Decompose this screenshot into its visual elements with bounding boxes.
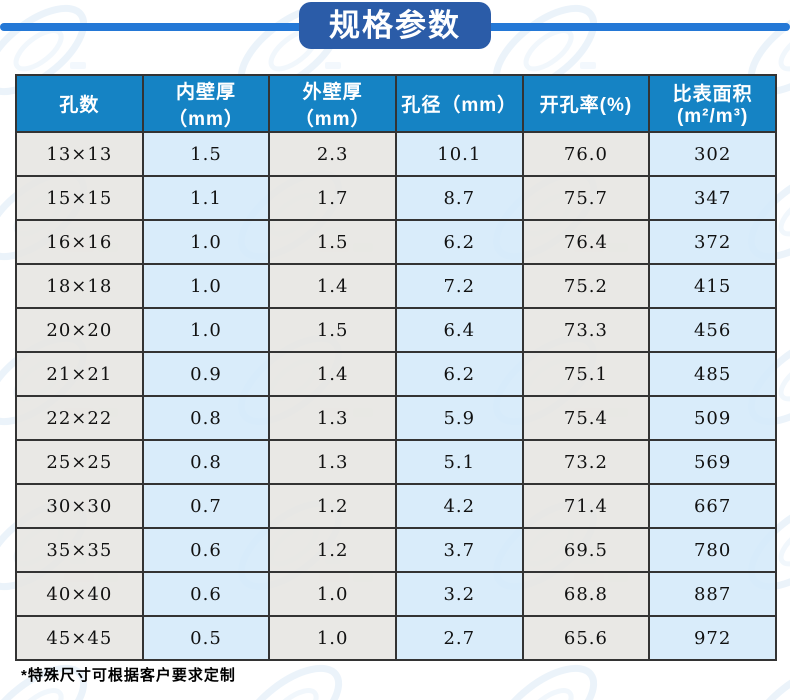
table-cell: 76.4	[521, 219, 651, 265]
table-row: 16×16 1.0 1.5 6.2 76.4 372	[15, 219, 777, 265]
table-cell: 0.7	[141, 483, 271, 529]
table-cell: 75.4	[521, 395, 651, 441]
table-cell: 68.8	[521, 571, 651, 617]
table-cell: 1.7	[268, 175, 397, 221]
table-cell: 7.2	[394, 263, 524, 309]
table-cell: 1.0	[268, 615, 397, 661]
table-cell: 3.2	[394, 571, 524, 617]
table-cell: 1.0	[141, 263, 271, 309]
table-cell: 5.9	[394, 395, 524, 441]
table-row: 15×15 1.1 1.7 8.7 75.7 347	[15, 175, 777, 221]
row-header-cell: 13×13	[15, 131, 144, 177]
table-cell: 10.1	[394, 131, 524, 177]
table-cell: 69.5	[521, 527, 651, 573]
table-cell: 1.0	[141, 307, 271, 353]
table-cell: 1.5	[268, 307, 397, 353]
table-cell: 485	[648, 351, 777, 397]
row-header-cell: 16×16	[15, 219, 144, 265]
table-cell: 75.2	[521, 263, 651, 309]
table-row: 30×30 0.7 1.2 4.2 71.4 667	[15, 483, 777, 529]
table-cell: 780	[648, 527, 777, 573]
table-cell: 0.8	[141, 439, 271, 485]
table-cell: 1.2	[268, 527, 397, 573]
table-cell: 887	[648, 571, 777, 617]
table-cell: 73.3	[521, 307, 651, 353]
table-cell: 4.2	[394, 483, 524, 529]
table-cell: 75.7	[521, 175, 651, 221]
table-cell: 8.7	[394, 175, 524, 221]
table-cell: 1.0	[268, 571, 397, 617]
row-header-cell: 40×40	[15, 571, 144, 617]
row-header-cell: 22×22	[15, 395, 144, 441]
table-cell: 76.0	[521, 131, 651, 177]
table-cell: 0.5	[141, 615, 271, 661]
row-header-cell: 18×18	[15, 263, 144, 309]
footnote: *特殊尺寸可根据客户要求定制	[21, 667, 236, 684]
table-cell: 71.4	[521, 483, 651, 529]
table-cell: 0.6	[141, 527, 271, 573]
table-cell: 1.4	[268, 351, 397, 397]
table-cell: 972	[648, 615, 777, 661]
table-cell: 667	[648, 483, 777, 529]
table-row: 20×20 1.0 1.5 6.4 73.3 456	[15, 307, 777, 353]
column-header: 比表面积(m²/m³)	[648, 74, 777, 133]
table-cell: 65.6	[521, 615, 651, 661]
table-cell: 75.1	[521, 351, 651, 397]
row-header-cell: 21×21	[15, 351, 144, 397]
table-cell: 5.1	[394, 439, 524, 485]
table-cell: 73.2	[521, 439, 651, 485]
table-cell: 1.2	[268, 483, 397, 529]
table-row: 45×45 0.5 1.0 2.7 65.6 972	[15, 615, 777, 661]
page-title: 规格参数	[329, 8, 461, 43]
table-row: 13×13 1.5 2.3 10.1 76.0 302	[15, 131, 777, 177]
table-cell: 0.6	[141, 571, 271, 617]
table-cell: 347	[648, 175, 777, 221]
row-header-cell: 30×30	[15, 483, 144, 529]
table-cell: 509	[648, 395, 777, 441]
table-cell: 6.2	[394, 219, 524, 265]
table-cell: 1.4	[268, 263, 397, 309]
table-row: 22×22 0.8 1.3 5.9 75.4 509	[15, 395, 777, 441]
table-cell: 6.2	[394, 351, 524, 397]
table-row: 18×18 1.0 1.4 7.2 75.2 415	[15, 263, 777, 309]
table-cell: 456	[648, 307, 777, 353]
table-row: 25×25 0.8 1.3 5.1 73.2 569	[15, 439, 777, 485]
table-cell: 1.3	[268, 439, 397, 485]
header-row: 孔数 内壁厚（mm） 外壁厚（mm） 孔径（mm） 开孔率(%) 比表面积(m²/m³)	[15, 74, 777, 133]
spec-table-body: 13×13 1.5 2.3 10.1 76.0 302 15×15 1.1 1.7 8.7 75.7…	[15, 131, 777, 661]
table-cell: 3.7	[394, 527, 524, 573]
column-header: 孔径（mm）	[394, 74, 524, 133]
table-cell: 415	[648, 263, 777, 309]
table-cell: 1.5	[141, 131, 271, 177]
table-cell: 1.0	[141, 219, 271, 265]
row-header-cell: 35×35	[15, 527, 144, 573]
column-header: 开孔率(%)	[521, 74, 651, 133]
table-cell: 569	[648, 439, 777, 485]
table-cell: 1.3	[268, 395, 397, 441]
table-row: 35×35 0.6 1.2 3.7 69.5 780	[15, 527, 777, 573]
row-header-cell: 45×45	[15, 615, 144, 661]
column-header: 外壁厚（mm）	[268, 74, 397, 133]
table-cell: 302	[648, 131, 777, 177]
table-cell: 2.3	[268, 131, 397, 177]
table-cell: 372	[648, 219, 777, 265]
table-cell: 6.4	[394, 307, 524, 353]
spec-table: 孔数 内壁厚（mm） 外壁厚（mm） 孔径（mm） 开孔率(%) 比表面积(m²/m³) …	[15, 74, 777, 661]
table-cell: 1.5	[268, 219, 397, 265]
row-header-cell: 15×15	[15, 175, 144, 221]
table-row: 21×21 0.9 1.4 6.2 75.1 485	[15, 351, 777, 397]
table-cell: 0.8	[141, 395, 271, 441]
row-header-cell: 25×25	[15, 439, 144, 485]
table-cell: 1.1	[141, 175, 271, 221]
spec-table-header: 孔数 内壁厚（mm） 外壁厚（mm） 孔径（mm） 开孔率(%) 比表面积(m²/m³)	[15, 74, 777, 133]
table-cell: 0.9	[141, 351, 271, 397]
table-row: 40×40 0.6 1.0 3.2 68.8 887	[15, 571, 777, 617]
section-title-badge: 规格参数	[299, 2, 491, 49]
table-cell: 2.7	[394, 615, 524, 661]
column-header: 孔数	[15, 74, 144, 133]
row-header-cell: 20×20	[15, 307, 144, 353]
column-header: 内壁厚（mm）	[141, 74, 271, 133]
